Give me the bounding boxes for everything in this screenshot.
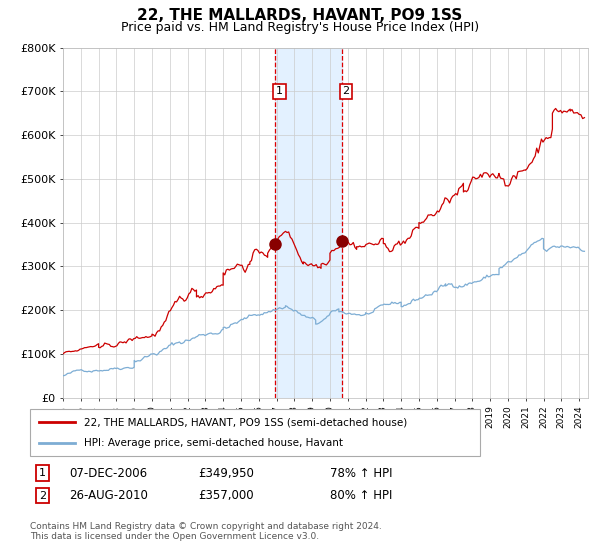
Text: 2: 2: [39, 491, 46, 501]
Text: 22, THE MALLARDS, HAVANT, PO9 1SS (semi-detached house): 22, THE MALLARDS, HAVANT, PO9 1SS (semi-…: [84, 417, 407, 427]
Text: £349,950: £349,950: [198, 466, 254, 480]
Text: £357,000: £357,000: [198, 489, 254, 502]
Text: 1: 1: [276, 86, 283, 96]
Bar: [275, 48, 341, 398]
Text: 2: 2: [343, 86, 350, 96]
Text: 1: 1: [39, 468, 46, 478]
Text: Contains HM Land Registry data © Crown copyright and database right 2024.
This d: Contains HM Land Registry data © Crown c…: [30, 522, 382, 542]
Text: 22, THE MALLARDS, HAVANT, PO9 1SS: 22, THE MALLARDS, HAVANT, PO9 1SS: [137, 8, 463, 24]
Text: 80% ↑ HPI: 80% ↑ HPI: [330, 489, 392, 502]
Text: 26-AUG-2010: 26-AUG-2010: [69, 489, 148, 502]
Text: HPI: Average price, semi-detached house, Havant: HPI: Average price, semi-detached house,…: [84, 438, 343, 448]
Text: 07-DEC-2006: 07-DEC-2006: [69, 466, 147, 480]
Text: 78% ↑ HPI: 78% ↑ HPI: [330, 466, 392, 480]
Text: Price paid vs. HM Land Registry's House Price Index (HPI): Price paid vs. HM Land Registry's House …: [121, 21, 479, 34]
